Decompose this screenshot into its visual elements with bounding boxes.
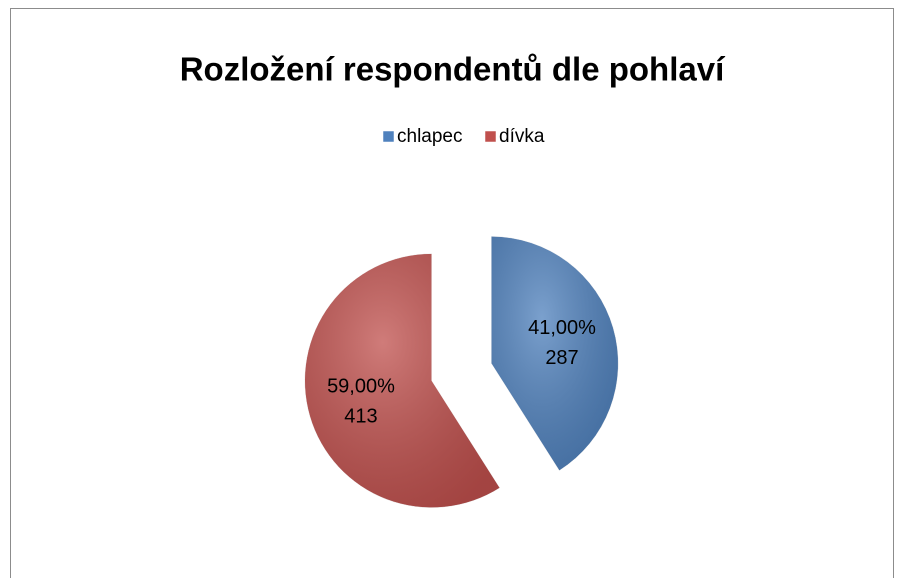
chart-title: Rozložení respondentů dle pohlaví <box>180 51 726 88</box>
legend-marker <box>382 130 395 143</box>
data-label: 59,00% <box>327 375 395 397</box>
data-label: 413 <box>344 405 377 427</box>
slice-shade <box>491 236 619 471</box>
chart-border <box>10 8 894 578</box>
data-label: 41,00% <box>528 317 596 339</box>
legend-marker <box>484 130 497 143</box>
data-label: 287 <box>545 347 578 369</box>
legend-label: chlapec <box>397 126 463 147</box>
legend-label: dívka <box>499 126 545 147</box>
slice-shade <box>304 253 500 508</box>
